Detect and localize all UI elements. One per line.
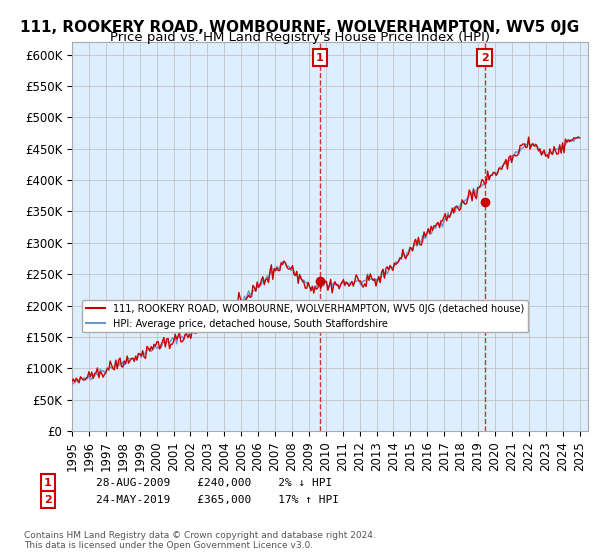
Text: 1: 1 [316,53,324,63]
Text: 2: 2 [481,53,488,63]
Text: 28-AUG-2009    £240,000    2% ↓ HPI: 28-AUG-2009 £240,000 2% ↓ HPI [96,478,332,488]
Text: Price paid vs. HM Land Registry's House Price Index (HPI): Price paid vs. HM Land Registry's House … [110,31,490,44]
Text: 111, ROOKERY ROAD, WOMBOURNE, WOLVERHAMPTON, WV5 0JG: 111, ROOKERY ROAD, WOMBOURNE, WOLVERHAMP… [20,20,580,35]
Legend: 111, ROOKERY ROAD, WOMBOURNE, WOLVERHAMPTON, WV5 0JG (detached house), HPI: Aver: 111, ROOKERY ROAD, WOMBOURNE, WOLVERHAMP… [82,300,528,333]
Text: 2: 2 [44,494,52,505]
Text: Contains HM Land Registry data © Crown copyright and database right 2024.
This d: Contains HM Land Registry data © Crown c… [24,530,376,550]
Text: 24-MAY-2019    £365,000    17% ↑ HPI: 24-MAY-2019 £365,000 17% ↑ HPI [96,494,339,505]
Text: 1: 1 [44,478,52,488]
